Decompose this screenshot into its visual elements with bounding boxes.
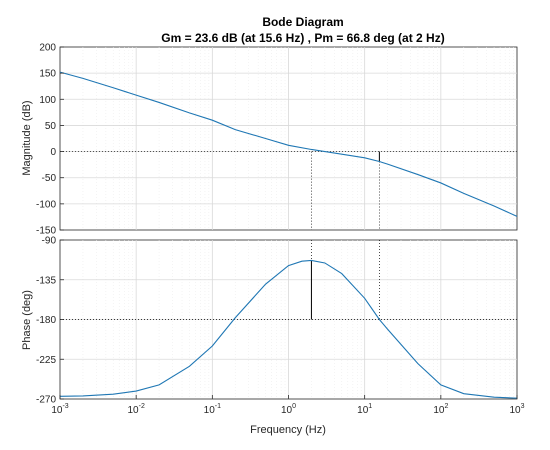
chart-subtitle: Gm = 23.6 dB (at 15.6 Hz) , Pm = 66.8 de… (161, 31, 444, 45)
phase-curve (59, 259, 518, 399)
magnitude-y-tick-label: 50 (45, 121, 57, 132)
x-tick-labels: 10-3 10-2 10-1 100 101 102 103 (51, 395, 525, 416)
x-tick-exponent: 3 (521, 403, 525, 410)
x-tick-label: 103 (509, 403, 524, 416)
x-tick-base: 10 (357, 405, 369, 416)
magnitude-y-tick-label: -50 (42, 173, 57, 184)
magnitude-y-tick-label: 0 (50, 147, 56, 158)
magnitude-y-ticks: 200 150 100 50 0 -50 -100 -150 (36, 43, 64, 237)
phase-y-tick-label: -135 (36, 275, 56, 286)
magnitude-y-tick-label: -150 (36, 226, 56, 237)
x-tick-exponent: -2 (139, 403, 145, 410)
x-tick-exponent: 2 (444, 403, 448, 410)
phase-reference-lines (60, 240, 517, 320)
magnitude-y-tick-label: 150 (39, 69, 56, 80)
x-tick-exponent: -3 (62, 403, 68, 410)
x-tick-label: 10-3 (51, 403, 68, 416)
x-tick-base: 10 (281, 405, 293, 416)
x-tick-base: 10 (127, 405, 139, 416)
x-tick-label: 102 (433, 403, 448, 416)
phase-y-tick-label: -90 (42, 236, 57, 247)
magnitude-curve (59, 71, 518, 217)
x-tick-base: 10 (51, 405, 63, 416)
phase-y-tick-label: -270 (36, 395, 56, 406)
x-tick-base: 10 (433, 405, 445, 416)
magnitude-ylabel: Magnitude (dB) (21, 100, 33, 175)
phase-y-tick-label: -180 (36, 315, 56, 326)
x-tick-base: 10 (509, 405, 521, 416)
phase-grid (60, 240, 517, 399)
x-tick-label: 101 (357, 403, 372, 416)
magnitude-y-tick-label: 100 (39, 95, 56, 106)
x-tick-label: 10-1 (204, 403, 221, 416)
magnitude-y-tick-label: 200 (39, 43, 56, 54)
x-tick-label: 10-2 (127, 403, 144, 416)
phase-y-tick-label: -225 (36, 355, 56, 366)
x-tick-exponent: 1 (368, 403, 372, 410)
magnitude-reference-lines (60, 151, 517, 230)
x-tick-label: 100 (281, 403, 296, 416)
phase-y-ticks: -90 -135 -180 -225 -270 (36, 236, 64, 406)
phase-ylabel: Phase (deg) (21, 290, 33, 350)
x-axis-label: Frequency (Hz) (250, 424, 326, 436)
x-tick-exponent: 0 (292, 403, 296, 410)
magnitude-y-tick-label: -100 (36, 199, 56, 210)
x-tick-exponent: -1 (215, 403, 221, 410)
magnitude-panel: 200 150 100 50 0 -50 -100 -150 Magnitude (dB) (21, 43, 518, 237)
phase-panel: -90 -135 -180 -225 -270 Phase (deg) (21, 236, 518, 406)
x-tick-base: 10 (204, 405, 216, 416)
chart-title: Bode Diagram (262, 15, 343, 29)
